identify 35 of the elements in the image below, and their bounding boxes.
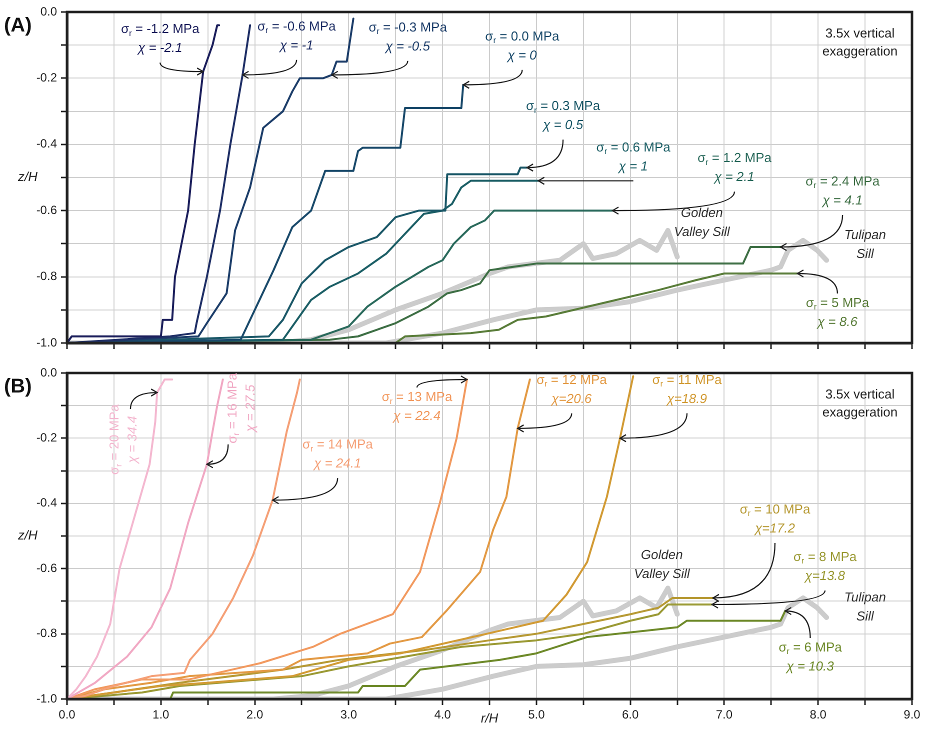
annotation: σr = 20 MPa χ = 34.4: [106, 404, 140, 475]
x-tick-label: 7.0: [716, 708, 733, 722]
y-tick-label: -0.2: [36, 430, 58, 445]
x-tick-label: 8.0: [810, 708, 827, 722]
y-tick-label: -1.0: [36, 691, 58, 706]
y-tick-label: -0.4: [36, 136, 58, 151]
y-tick-label: 0.0: [40, 365, 58, 380]
x-tick-label: 9.0: [904, 708, 921, 722]
y-axis-title: z/H: [17, 528, 38, 543]
annotation: σr = 16 MPa χ = 27.5: [224, 372, 258, 444]
y-tick-label: 0.0: [40, 4, 58, 18]
y-tick-label: -0.6: [36, 560, 58, 575]
chart-title: (B): [4, 376, 32, 398]
x-tick-label: 2.0: [246, 708, 264, 722]
y-tick-label: -0.8: [36, 626, 58, 640]
x-tick-label: 0.0: [58, 708, 76, 722]
x-tick-label: 5.0: [528, 708, 546, 722]
series-label: Golden Valley Sill: [634, 546, 691, 581]
series-label: Golden Valley Sill: [674, 205, 731, 240]
x-tick-label: 3.0: [340, 708, 358, 722]
x-tick-label: 6.0: [622, 708, 639, 722]
y-tick-label: -1.0: [36, 335, 58, 350]
annotation: 3.5x vertical exaggeration: [822, 386, 898, 420]
y-tick-label: -0.4: [36, 496, 58, 510]
y-tick-label: -0.8: [36, 269, 58, 284]
series-label: Tulipan Sill: [844, 590, 886, 624]
y-tick-label: -0.6: [36, 202, 58, 217]
x-tick-label: 1.0: [152, 708, 170, 722]
x-tick-label: 4.0: [434, 708, 452, 722]
chart-title: (A): [4, 14, 32, 37]
annotation: 3.5x vertical exaggeration: [822, 26, 898, 59]
x-axis-title: r/H: [480, 710, 499, 726]
y-tick-label: -0.2: [36, 70, 58, 85]
y-axis-title: z/H: [17, 169, 38, 184]
series-label: Tulipan Sill: [844, 227, 886, 261]
